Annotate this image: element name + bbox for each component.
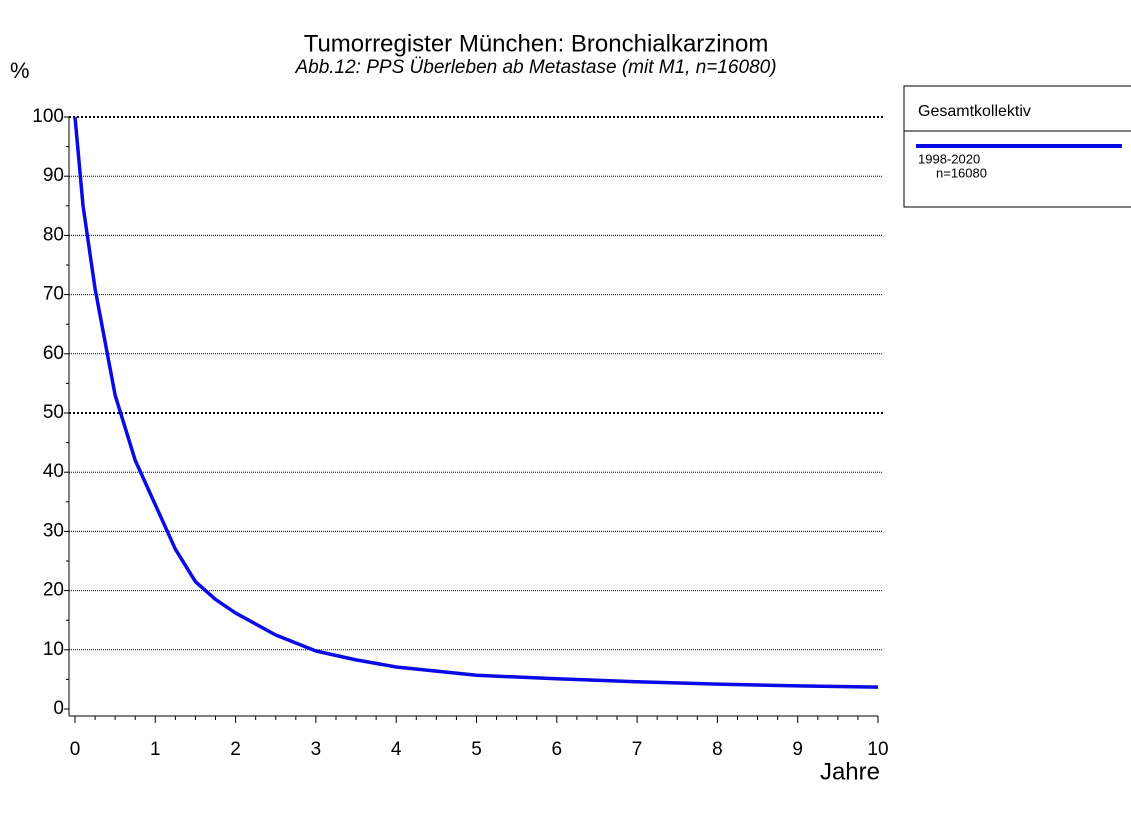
x-tick-label: 9 — [792, 739, 803, 760]
survival-line — [73, 116, 879, 689]
y-tick-label: 40 — [43, 461, 64, 482]
y-tick-label: 20 — [43, 580, 64, 601]
x-tick-label: 2 — [230, 739, 241, 760]
y-tick-label: 100 — [32, 106, 64, 127]
y-axis-label: % — [10, 58, 30, 83]
y-tick-label: 70 — [43, 284, 64, 305]
x-tick-label: 5 — [471, 739, 482, 760]
y-tick-label: 0 — [53, 698, 64, 719]
x-tick-label: 10 — [867, 739, 888, 760]
legend-entry: 1998-2020 — [918, 151, 980, 166]
legend-title: Gesamtkollektiv — [918, 103, 1031, 120]
x-tick-label: 3 — [311, 739, 322, 760]
x-tick-label: 7 — [632, 739, 643, 760]
legend-box — [903, 85, 1131, 208]
legend-entry-n: n=16080 — [936, 165, 987, 180]
chart-subtitle: Abb.12: PPS Überleben ab Metastase (mit … — [294, 57, 776, 78]
y-tick-label: 80 — [43, 224, 64, 245]
x-tick-label: 0 — [70, 739, 81, 760]
y-tick-label: 50 — [43, 402, 64, 423]
y-tick-label: 30 — [43, 520, 64, 541]
x-tick-label: 6 — [552, 739, 563, 760]
chart-title: Tumorregister München: Bronchialkarzinom — [304, 30, 769, 57]
y-tick-label: 90 — [43, 165, 64, 186]
y-tick-label: 10 — [43, 639, 64, 660]
x-tick-label: 1 — [150, 739, 161, 760]
x-tick-label: 4 — [391, 739, 402, 760]
x-tick-label: 8 — [712, 739, 723, 760]
x-axis-label: Jahre — [820, 758, 880, 785]
y-tick-label: 60 — [43, 343, 64, 364]
